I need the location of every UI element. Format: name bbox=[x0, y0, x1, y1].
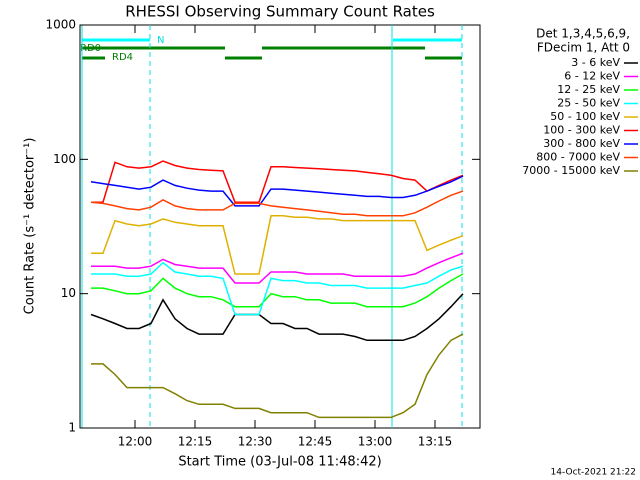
x-axis-label: Start Time (03-Jul-08 11:48:42) bbox=[178, 455, 381, 470]
legend-label: 300 - 800 keV bbox=[543, 137, 620, 150]
legend-label: 6 - 12 keV bbox=[564, 70, 620, 83]
legend-header: Det 1,3,4,5,6,9, bbox=[536, 27, 630, 41]
x-tick-label: 13:00 bbox=[358, 435, 393, 449]
legend-label: 100 - 300 keV bbox=[543, 124, 620, 137]
legend-label: 50 - 100 keV bbox=[550, 110, 620, 123]
x-tick-label: 12:00 bbox=[118, 435, 153, 449]
y-tick-label: 100 bbox=[53, 152, 76, 166]
legend-label: 25 - 50 keV bbox=[557, 97, 620, 110]
series-line bbox=[91, 160, 464, 203]
series-line bbox=[90, 293, 464, 342]
legend-label: 12 - 25 keV bbox=[557, 83, 620, 96]
series-line bbox=[91, 333, 464, 419]
legend-label: 800 - 7000 keV bbox=[536, 151, 620, 164]
y-tick-label: 1 bbox=[68, 421, 76, 435]
plot-frame bbox=[79, 24, 481, 429]
x-tick-label: 12:15 bbox=[178, 435, 213, 449]
x-tick-label: 12:30 bbox=[238, 435, 273, 449]
legend-label: 3 - 6 keV bbox=[571, 56, 620, 69]
series-line bbox=[91, 215, 464, 275]
annotation: RD0 bbox=[80, 43, 101, 54]
series-line bbox=[91, 273, 464, 308]
y-axis-label: Count Rate (s⁻¹ detector⁻¹) bbox=[23, 138, 38, 315]
legend-header: FDecim 1, Att 0 bbox=[537, 41, 630, 55]
y-tick-label: 1000 bbox=[45, 18, 76, 32]
chart-title: RHESSI Observing Summary Count Rates bbox=[125, 3, 435, 21]
series-line bbox=[91, 252, 464, 284]
x-tick-label: 12:45 bbox=[298, 435, 333, 449]
flag-bars bbox=[82, 38, 462, 60]
y-tick-label: 10 bbox=[61, 286, 76, 300]
series-line bbox=[90, 175, 464, 207]
legend-label: 7000 - 15000 keV bbox=[522, 164, 620, 177]
markers bbox=[81, 25, 463, 428]
footer: 14-Oct-2021 21:22 bbox=[551, 468, 636, 478]
x-tick-label: 13:15 bbox=[418, 435, 453, 449]
series-line bbox=[91, 261, 464, 316]
series-line bbox=[90, 190, 464, 217]
annotation: N bbox=[157, 35, 164, 46]
annotation: RD4 bbox=[112, 52, 133, 63]
